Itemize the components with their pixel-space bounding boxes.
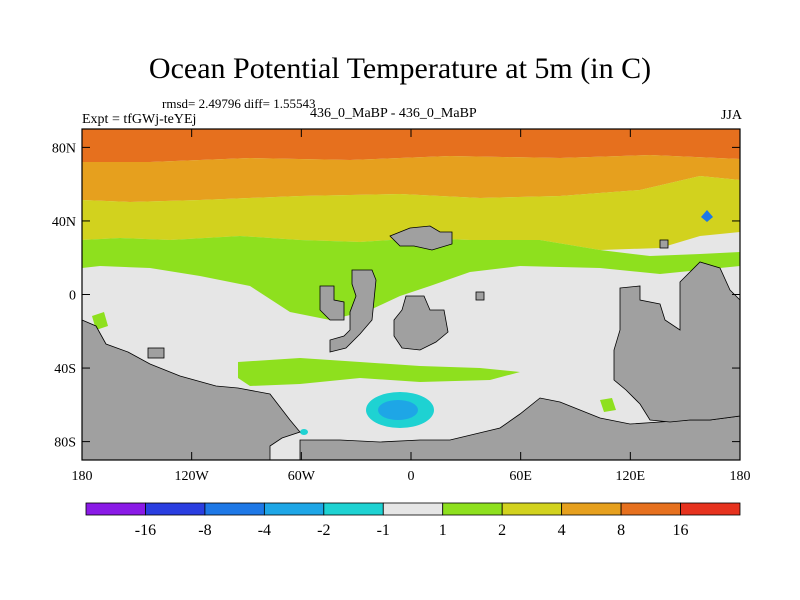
anomaly-weddell xyxy=(300,429,308,435)
band-green xyxy=(82,236,740,320)
colorbar-swatch xyxy=(145,502,206,516)
colorbar-label: -2 xyxy=(317,522,330,539)
colorbar: -16 -8 -4 -2 -1 1 2 4 8 16 xyxy=(85,502,741,539)
colorbar-label: 8 xyxy=(617,522,625,539)
y-tick-label: 40S xyxy=(54,362,76,377)
band-orange-dark xyxy=(82,129,740,162)
x-tick-label: 120E xyxy=(616,469,646,484)
axes: 180 120W 60W 0 60E 120E 180 80N 40N 0 40S 80S xyxy=(52,129,751,484)
stats-label: rmsd= 2.49796 diff= 1.55543 xyxy=(162,96,316,111)
colorbar-label: -4 xyxy=(258,522,271,539)
colorbar-label: 2 xyxy=(498,522,506,539)
colorbar-label: -16 xyxy=(135,522,156,539)
colorbar-swatch xyxy=(263,502,325,516)
land-south-america-west xyxy=(81,319,301,461)
colorbar-swatch xyxy=(382,502,444,516)
temperature-bands xyxy=(82,129,740,412)
band-green-south xyxy=(238,358,520,386)
x-tick-label: 60E xyxy=(509,469,532,484)
colorbar-swatch xyxy=(204,502,265,516)
chart-title: Ocean Potential Temperature at 5m (in C) xyxy=(148,52,652,85)
colorbar-label: -1 xyxy=(377,522,390,539)
band-orange xyxy=(82,155,740,202)
colorbar-swatch xyxy=(442,502,503,516)
land-atlantic-islands-2 xyxy=(329,269,377,353)
x-tick-label: 120W xyxy=(175,469,210,484)
anomaly-blue xyxy=(378,400,418,420)
y-tick-label: 80N xyxy=(52,141,76,156)
colorbar-label: 1 xyxy=(439,522,447,539)
colorbar-swatch xyxy=(620,502,681,516)
anomaly-north-pacific xyxy=(701,210,713,222)
land-island-small-1 xyxy=(475,291,485,301)
colorbar-swatch xyxy=(561,502,622,516)
runs-label: 436_0_MaBP - 436_0_MaBP xyxy=(310,106,477,121)
band-green-indian xyxy=(600,398,616,412)
colorbar-swatch xyxy=(680,502,741,516)
colorbar-label: 4 xyxy=(558,522,566,539)
x-tick-label: 0 xyxy=(408,469,415,484)
colorbar-swatch xyxy=(501,502,563,516)
land-island-small-2 xyxy=(659,239,669,249)
colorbar-label: -8 xyxy=(198,522,211,539)
colorbar-swatch xyxy=(85,502,146,516)
colorbar-swatch xyxy=(323,502,384,516)
colorbar-label: 16 xyxy=(673,522,689,539)
y-tick-label: 40N xyxy=(52,215,76,230)
x-tick-label: 60W xyxy=(288,469,316,484)
x-tick-label: 180 xyxy=(72,469,93,484)
land-africa-south xyxy=(393,295,449,351)
y-tick-label: 0 xyxy=(69,289,76,304)
land-atlantic-islands-1 xyxy=(319,285,345,321)
experiment-label: Expt = tfGWj-teYEj xyxy=(82,112,197,127)
land-africa-north xyxy=(389,225,453,251)
land-masses xyxy=(81,225,741,461)
band-green-patch xyxy=(92,312,108,330)
land-island-small-3 xyxy=(147,347,165,359)
season-label: JJA xyxy=(720,108,742,123)
band-yellow xyxy=(82,176,740,250)
y-tick-label: 80S xyxy=(54,436,76,451)
x-tick-label: 180 xyxy=(730,469,751,484)
